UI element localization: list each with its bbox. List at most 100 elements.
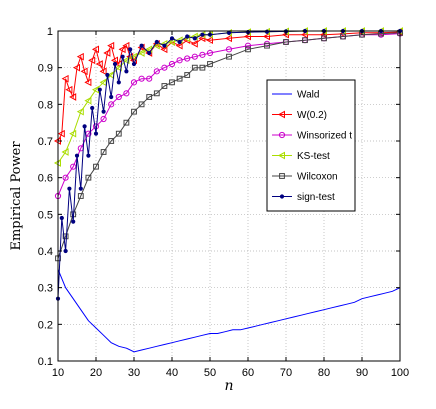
data-point-sign-test bbox=[120, 54, 125, 59]
data-point-ks-test bbox=[76, 107, 84, 116]
x-tick-label: 30 bbox=[128, 367, 140, 379]
data-point-sign-test bbox=[185, 34, 190, 39]
legend-label-wilcoxon: Wilcoxon bbox=[297, 172, 338, 183]
series-line-wilcoxon bbox=[57, 32, 401, 259]
data-point-sign-test bbox=[93, 131, 99, 136]
y-tick-label: 0.6 bbox=[38, 173, 53, 185]
y-axis-label: Empirical Power bbox=[9, 141, 24, 251]
x-tick-label: 100 bbox=[391, 367, 409, 379]
data-point-winsorized-t bbox=[115, 93, 122, 101]
data-point-winsorized-t bbox=[168, 60, 176, 68]
data-point-w-0-2 bbox=[224, 34, 232, 43]
data-point-wilcoxon bbox=[169, 79, 175, 86]
data-point-ks-test bbox=[84, 96, 92, 105]
data-point-wilcoxon bbox=[100, 149, 107, 155]
legend-label-winsorized-t: Winsorized t bbox=[297, 131, 352, 142]
data-point-wilcoxon bbox=[321, 35, 327, 42]
data-point-w-0-2 bbox=[122, 41, 130, 50]
data-point-wilcoxon bbox=[161, 83, 168, 89]
data-point-w-0-2 bbox=[190, 39, 198, 48]
y-tick-label: 0.1 bbox=[38, 356, 53, 368]
data-point-sign-test bbox=[82, 124, 87, 129]
series-line-w-0-2 bbox=[57, 31, 401, 142]
series-wald bbox=[57, 269, 401, 353]
data-point-w-0-2 bbox=[160, 45, 168, 54]
x-tick-label: 20 bbox=[90, 367, 102, 379]
data-point-wilcoxon bbox=[191, 64, 198, 71]
data-point-sign-test bbox=[169, 36, 175, 41]
data-point-wilcoxon bbox=[176, 75, 183, 82]
data-point-w-0-2 bbox=[99, 67, 107, 76]
x-tick-label: 80 bbox=[318, 367, 330, 379]
data-point-sign-test bbox=[162, 43, 167, 48]
legend-entry-ks-test: KS-test bbox=[272, 151, 330, 162]
data-point-sign-test bbox=[112, 61, 118, 67]
data-point-sign-test bbox=[192, 36, 197, 41]
data-point-sign-test bbox=[71, 219, 76, 224]
legend: Wald W(0.2) Winsorized t KS-test Wilcoxon sig… bbox=[266, 79, 356, 212]
data-point-sign-test bbox=[131, 61, 137, 67]
data-point-wilcoxon bbox=[283, 39, 289, 45]
data-point-winsorized-t bbox=[176, 57, 183, 64]
y-tick-label: 0.4 bbox=[38, 246, 53, 258]
data-point-w-0-2 bbox=[76, 52, 84, 61]
data-point-sign-test bbox=[78, 186, 83, 191]
data-point-winsorized-t bbox=[146, 75, 153, 82]
data-point-wilcoxon bbox=[77, 193, 84, 199]
data-point-w-0-2 bbox=[88, 56, 96, 65]
data-point-winsorized-t bbox=[153, 68, 160, 75]
legend-entry-sign-test: sign-test bbox=[272, 192, 335, 203]
data-point-w-0-2 bbox=[80, 67, 88, 76]
data-point-wilcoxon bbox=[131, 108, 137, 115]
data-point-wilcoxon bbox=[146, 94, 153, 100]
data-point-w-0-2 bbox=[84, 78, 92, 87]
data-point-sign-test bbox=[63, 248, 68, 254]
data-point-winsorized-t bbox=[70, 163, 77, 170]
y-tick-label: 0.5 bbox=[38, 209, 53, 221]
data-point-w-0-2 bbox=[69, 93, 77, 101]
data-point-sign-test bbox=[128, 47, 133, 52]
x-tick-label: 60 bbox=[242, 367, 254, 379]
data-point-sign-test bbox=[154, 39, 159, 45]
data-point-winsorized-t bbox=[206, 49, 214, 57]
data-point-sign-test bbox=[200, 32, 205, 37]
data-point-winsorized-t bbox=[62, 174, 69, 181]
legend-marker-winsorized-t bbox=[278, 131, 286, 139]
data-point-wilcoxon bbox=[153, 90, 160, 97]
data-point-sign-test bbox=[116, 80, 121, 85]
y-tick-label: 0.3 bbox=[38, 283, 53, 295]
data-point-ks-test bbox=[129, 52, 137, 61]
data-point-sign-test bbox=[67, 186, 72, 191]
data-point-winsorized-t bbox=[100, 115, 107, 123]
data-point-w-0-2 bbox=[103, 49, 111, 57]
data-point-sign-test bbox=[74, 153, 80, 158]
data-point-ks-test bbox=[167, 38, 175, 46]
data-point-wilcoxon bbox=[264, 42, 270, 49]
data-point-ks-test bbox=[61, 148, 69, 156]
data-point-wilcoxon bbox=[108, 138, 115, 144]
data-point-wilcoxon bbox=[302, 37, 308, 44]
data-point-sign-test bbox=[101, 109, 106, 114]
data-point-winsorized-t bbox=[108, 101, 115, 108]
data-point-wilcoxon bbox=[115, 130, 122, 137]
data-point-wilcoxon bbox=[226, 53, 232, 60]
legend-marker-w-0-2 bbox=[277, 110, 285, 119]
data-point-sign-test bbox=[90, 105, 95, 111]
data-point-winsorized-t bbox=[184, 55, 191, 62]
x-tick-label: 70 bbox=[280, 367, 292, 379]
legend-entry-w-0-2: W(0.2) bbox=[272, 110, 327, 121]
legend-marker-ks-test bbox=[277, 151, 285, 160]
y-tick-label: 0.8 bbox=[38, 99, 53, 111]
x-axis-label: n bbox=[224, 378, 233, 394]
legend-label-wald: Wald bbox=[297, 90, 319, 101]
legend-entry-wald: Wald bbox=[272, 90, 319, 101]
data-point-w-0-2 bbox=[95, 60, 103, 68]
data-point-winsorized-t bbox=[191, 53, 198, 60]
data-point-sign-test bbox=[226, 30, 232, 35]
data-point-ks-test bbox=[69, 129, 77, 138]
y-tick-label: 0.9 bbox=[38, 63, 53, 75]
data-point-w-0-2 bbox=[57, 129, 65, 138]
data-point-wilcoxon bbox=[340, 33, 346, 40]
data-point-winsorized-t bbox=[123, 90, 130, 97]
x-tick-label: 40 bbox=[166, 367, 178, 379]
